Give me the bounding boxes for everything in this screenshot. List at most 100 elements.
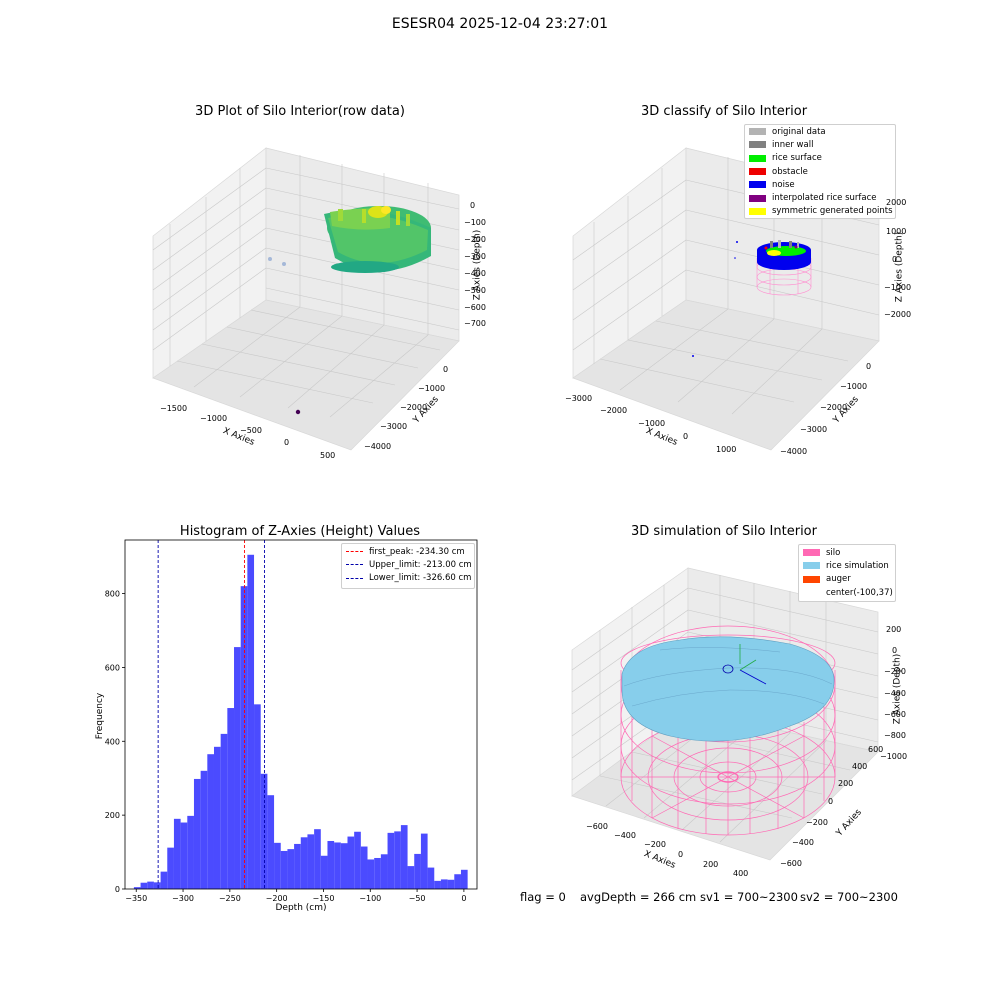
plot2-ytick: −4000 [780,447,808,456]
histogram-bar [254,704,261,889]
plot4-ytick: 400 [852,762,868,771]
histogram-bar [287,849,295,889]
histogram-vlines [157,540,265,889]
plot2-xtick: −3000 [565,394,593,403]
plot1-xtick: 500 [320,451,336,460]
histogram-bar [247,554,255,889]
histogram-bar [360,846,368,889]
plot4-ytick: −200 [806,818,828,827]
legend-swatch [749,168,766,176]
histogram-bar [367,859,375,889]
status-flag: flag = 0 [520,890,566,904]
status-sv1: sv1 = 700~2300 [700,890,798,904]
legend-swatch [803,549,820,557]
legend-swatch [803,575,820,583]
histogram-bar [394,831,401,889]
plot4-xtick: −400 [614,831,636,840]
histogram-bar [213,746,221,889]
histogram-bar [173,818,181,889]
figure-title: ESESR04 2025-12-04 23:27:01 [391,16,609,32]
histogram-bar [427,867,435,889]
histogram-bar [414,853,421,889]
plot1-ztick: −200 [464,235,486,244]
x-tick-label: −100 [359,894,381,903]
plot4-xtick: 200 [703,860,719,869]
plot1-points [268,206,431,415]
histogram-bars [133,554,468,889]
plot1-ztick: −600 [464,303,486,312]
plot2-ytick: −2000 [820,403,848,412]
plot1-ztick: −700 [464,319,486,328]
plot4-ztick: 0 [892,646,898,655]
plot2-ztick: 1000 [886,227,907,236]
plot4-ytick: −400 [792,838,814,847]
plot2-legend-item: interpolated rice surface [745,191,895,204]
x-tick-label: −250 [219,894,241,903]
histogram-bar [153,882,161,889]
legend-swatch [749,128,766,136]
plot3-title: Histogram of Z-Axies (Height) Values [179,524,421,539]
plot2-legend-item: inner wall [745,138,895,151]
plot2-legend: original data inner wall rice surface ob… [744,124,896,219]
plot1-ytick: −4000 [364,442,392,451]
y-tick-label: 400 [105,737,120,746]
y-tick-label: 0 [115,885,120,894]
histogram-bar [300,837,308,889]
histogram-bar [133,887,141,889]
plot2-legend-item: noise [745,178,895,191]
plot4-legend-item: silo [799,546,895,559]
plot1-axes [152,147,460,451]
histogram-bar [267,795,275,889]
plot4-ztick: −800 [884,731,906,740]
histogram-bar [374,857,381,889]
plot1-ztick: 0 [470,201,476,210]
plot3-legend-item: first_peak: -234.30 cm [342,545,474,558]
histogram-bar [460,869,468,889]
plot1-ytick: −3000 [380,422,408,431]
histogram-bar [407,866,415,889]
histogram-bar [234,647,241,889]
histogram-bar [220,733,228,889]
y-tick-label: 200 [105,811,120,820]
plot2-title: 3D classify of Silo Interior [640,104,808,119]
plot3-ylabel: Frequency [95,692,105,740]
plot3-legend: first_peak: -234.30 cm Upper_limit: -213… [341,543,475,589]
histogram-bar [240,586,248,889]
plot2-xtick: 1000 [716,445,737,454]
plot4-ytick: 200 [838,779,854,788]
histogram-bar [434,880,441,889]
histogram-bar [380,854,388,889]
plot2-legend-item: original data [745,125,895,138]
x-tick-label: 0 [461,894,466,903]
plot4-ytick: 0 [828,797,834,806]
plot4-xtick: −600 [586,822,608,831]
plot2-legend-item: obstacle [745,165,895,178]
histogram-bar [147,881,154,889]
status-avg-depth: avgDepth = 266 cm [580,890,697,904]
histogram-bar [454,874,461,889]
plot2-ztick: 2000 [886,198,907,207]
plot4-legend-item: center(-100,37) [799,586,895,599]
x-tick-label: −200 [266,894,288,903]
plot4-ztick: −200 [884,667,906,676]
legend-line [346,577,363,579]
plot4-ztick: −400 [884,689,906,698]
legend-swatch [749,141,766,149]
plot2-xtick: −2000 [600,406,628,415]
histogram-bar [440,879,448,889]
histogram-bar [180,822,188,889]
legend-swatch [749,207,766,215]
y-tick-label: 600 [105,663,120,672]
plot2-ytick: −3000 [800,425,828,434]
histogram-bar [160,871,168,889]
plot4-legend-item: auger [799,573,895,586]
legend-swatch [803,589,820,596]
histogram-ticks: −350 −300 −250 −200 −150 −100 −50 0 0 200 400 600 80… [105,590,467,903]
plot2-ztick: −2000 [884,310,912,319]
histogram-bar [187,815,194,889]
plot4-auger [722,644,767,685]
histogram-bar [320,855,328,889]
histogram-bar [420,833,428,889]
histogram-bar [280,850,288,889]
plot4-ytick: −600 [780,859,802,868]
